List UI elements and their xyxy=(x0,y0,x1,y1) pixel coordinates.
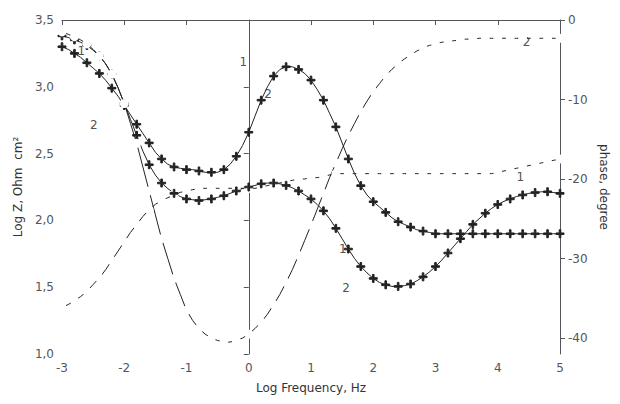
svg-text:2: 2 xyxy=(522,34,531,49)
svg-text:3,5: 3,5 xyxy=(35,13,54,27)
svg-text:2: 2 xyxy=(264,87,272,102)
svg-text:0: 0 xyxy=(245,361,253,375)
svg-text:0: 0 xyxy=(568,13,576,27)
svg-text:1: 1 xyxy=(239,55,247,69)
svg-text:-2: -2 xyxy=(118,361,130,375)
svg-text:-40: -40 xyxy=(568,331,588,345)
svg-text:3: 3 xyxy=(432,361,440,375)
svg-text:2: 2 xyxy=(369,361,377,375)
svg-text:Log Z, Ohm cm²: Log Z, Ohm cm² xyxy=(11,137,25,238)
svg-text:-10: -10 xyxy=(568,93,588,107)
svg-text:-30: -30 xyxy=(568,252,588,266)
svg-text:2,0: 2,0 xyxy=(35,213,54,227)
svg-text:3,0: 3,0 xyxy=(35,80,54,94)
svg-text:Log Frequency, Hz: Log Frequency, Hz xyxy=(256,381,366,395)
svg-text:phase, degree: phase, degree xyxy=(597,144,611,230)
svg-text:1,0: 1,0 xyxy=(35,347,54,361)
svg-text:1: 1 xyxy=(307,361,315,375)
svg-text:2: 2 xyxy=(342,281,350,295)
svg-text:1: 1 xyxy=(339,241,347,256)
svg-text:5: 5 xyxy=(556,361,564,375)
svg-text:-1: -1 xyxy=(181,361,193,375)
svg-text:2,5: 2,5 xyxy=(35,147,54,161)
svg-text:4: 4 xyxy=(494,361,502,375)
svg-text:1,5: 1,5 xyxy=(35,280,54,294)
svg-text:-3: -3 xyxy=(56,361,68,375)
svg-text:2: 2 xyxy=(90,118,98,132)
svg-text:1: 1 xyxy=(516,170,524,184)
svg-text:-20: -20 xyxy=(568,172,588,186)
svg-text:1: 1 xyxy=(77,44,86,59)
